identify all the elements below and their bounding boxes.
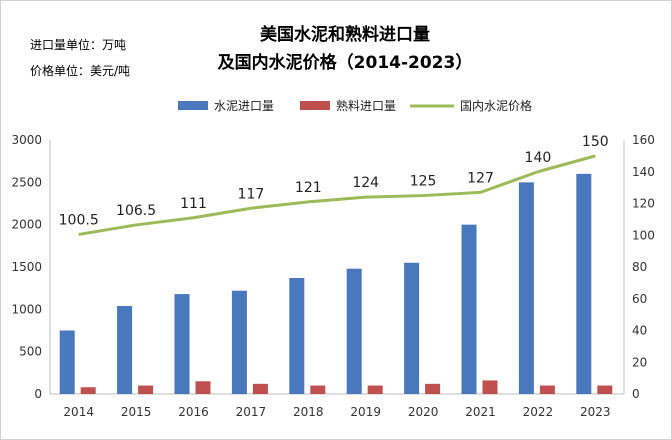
cement-import-bar bbox=[346, 268, 362, 394]
y-right-tick-label: 140 bbox=[632, 165, 655, 179]
price-data-label: 106.5 bbox=[116, 203, 156, 219]
x-tick-label: 2020 bbox=[408, 405, 439, 419]
clinker-import-bar bbox=[367, 385, 383, 394]
x-tick-label: 2017 bbox=[236, 405, 267, 419]
x-tick-label: 2016 bbox=[178, 405, 209, 419]
legend-cement-import-swatch bbox=[178, 101, 208, 110]
cement-import-bar bbox=[174, 294, 190, 394]
price-unit-label: 价格单位：美元/吨 bbox=[30, 64, 131, 78]
clinker-import-bar bbox=[482, 380, 498, 394]
clinker-import-bar bbox=[252, 383, 268, 394]
y-left-tick-label: 1500 bbox=[11, 260, 42, 274]
cement-import-bar bbox=[59, 330, 75, 394]
y-right-tick-label: 20 bbox=[632, 355, 647, 369]
y-right-tick-label: 0 bbox=[632, 387, 640, 401]
y-left-tick-label: 1000 bbox=[11, 302, 42, 316]
y-right-tick-label: 120 bbox=[632, 197, 655, 211]
x-tick-label: 2015 bbox=[121, 405, 152, 419]
cement-import-bar bbox=[231, 290, 247, 394]
clinker-import-bar bbox=[597, 385, 613, 394]
clinker-import-bar bbox=[195, 381, 211, 394]
y-left-tick-label: 0 bbox=[34, 387, 42, 401]
y-right-tick-label: 40 bbox=[632, 324, 647, 338]
price-line bbox=[78, 154, 596, 236]
x-tick-label: 2023 bbox=[580, 405, 611, 419]
chart-title-line2: 及国内水泥价格（2014-2023） bbox=[217, 53, 473, 73]
x-tick-label: 2018 bbox=[293, 405, 324, 419]
y-left-tick-label: 500 bbox=[19, 345, 42, 359]
price-data-label: 140 bbox=[525, 150, 552, 166]
cement-import-bar bbox=[461, 224, 477, 394]
cement-import-bar bbox=[117, 305, 133, 394]
y-left-tick-label: 2500 bbox=[11, 175, 42, 189]
y-right-tick-label: 80 bbox=[632, 260, 647, 274]
x-tick-label: 2014 bbox=[63, 405, 94, 419]
x-tick-label: 2021 bbox=[465, 405, 496, 419]
clinker-import-bar bbox=[425, 383, 441, 394]
price-data-label: 125 bbox=[410, 174, 437, 190]
clinker-import-bar bbox=[80, 387, 96, 394]
legend-price-line-label: 国内水泥价格 bbox=[460, 98, 532, 113]
y-right-tick-label: 100 bbox=[632, 228, 655, 242]
y-left-tick-label: 2000 bbox=[11, 218, 42, 232]
cement-import-bar bbox=[518, 182, 534, 394]
price-data-label: 100.5 bbox=[59, 212, 99, 228]
x-tick-label: 2022 bbox=[523, 405, 554, 419]
cement-import-bar bbox=[289, 278, 305, 394]
price-data-label: 121 bbox=[295, 180, 322, 196]
price-data-label: 111 bbox=[180, 196, 207, 212]
clinker-import-bar bbox=[310, 385, 326, 394]
import-unit-label: 进口量单位：万吨 bbox=[30, 38, 127, 52]
cement-import-bar bbox=[404, 262, 420, 394]
x-tick-label: 2019 bbox=[350, 405, 381, 419]
clinker-import-bar bbox=[539, 385, 555, 394]
y-right-tick-label: 160 bbox=[632, 133, 655, 147]
cement-import-bar bbox=[576, 173, 592, 394]
y-left-tick-label: 3000 bbox=[11, 133, 42, 147]
legend-clinker-import-swatch bbox=[300, 101, 330, 110]
y-right-tick-label: 60 bbox=[632, 292, 647, 306]
legend-cement-import-label: 水泥进口量 bbox=[214, 99, 274, 113]
clinker-import-bar bbox=[138, 385, 154, 394]
price-data-label: 117 bbox=[238, 186, 265, 202]
price-data-label: 127 bbox=[467, 170, 494, 186]
price-data-label: 124 bbox=[352, 175, 379, 191]
price-data-label: 150 bbox=[582, 134, 609, 150]
legend-clinker-import-label: 熟料进口量 bbox=[336, 98, 396, 113]
chart-title-line1: 美国水泥和熟料进口量 bbox=[260, 25, 430, 45]
